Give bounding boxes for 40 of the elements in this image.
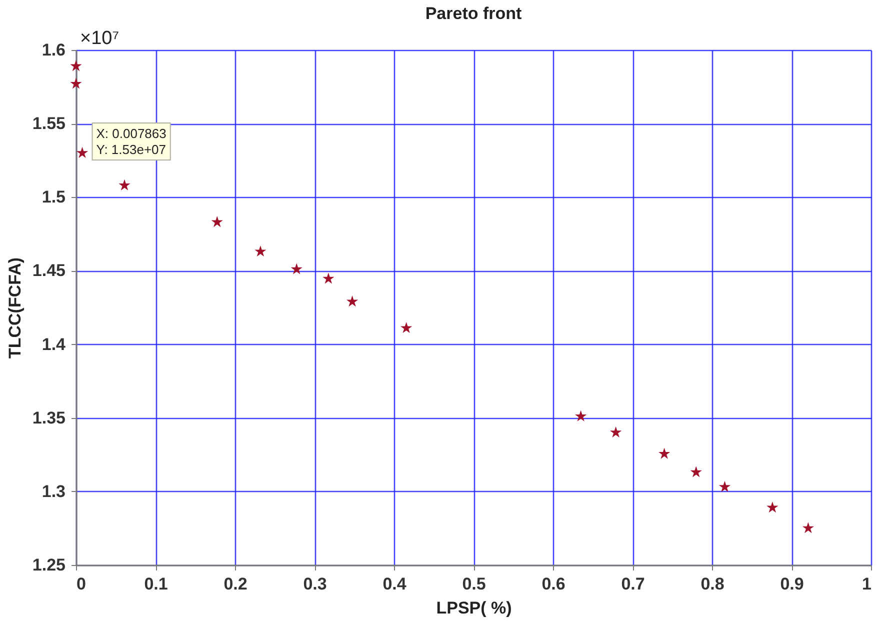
y-tick-label: 1.45 — [32, 261, 66, 280]
point — [400, 322, 412, 334]
point — [290, 263, 302, 274]
point — [802, 522, 814, 534]
y-tick-label: 1.25 — [32, 556, 66, 574]
point — [658, 448, 670, 459]
x-tick-label: 0.5 — [462, 574, 486, 594]
x-tick-label: 0.2 — [224, 574, 248, 594]
x-tick-label: 1 — [862, 574, 872, 594]
x-tick-label: 0.9 — [780, 574, 804, 594]
point — [322, 272, 334, 284]
text: ×10⁷ — [80, 28, 120, 49]
x-tick-label: 0.8 — [700, 574, 724, 594]
y-tick-label: 1.55 — [32, 114, 66, 134]
x-tick-label: 0.3 — [303, 574, 327, 594]
x-axis-title: LPSP( %) — [436, 598, 512, 618]
point — [766, 501, 778, 513]
point — [70, 78, 82, 89]
point — [346, 295, 358, 307]
y-tick-label: 1.3 — [42, 482, 66, 501]
point — [575, 410, 587, 422]
point — [610, 426, 622, 438]
x-tick-label: 0.4 — [382, 574, 407, 594]
y-tick-label: 1.4 — [42, 334, 66, 354]
point — [211, 216, 223, 228]
y-axis-title: TLCC(FCFA) — [5, 257, 24, 359]
chart-title: Pareto front — [425, 4, 522, 23]
x-tick-label: 0.7 — [621, 574, 645, 594]
x-tick-label: 0 — [76, 574, 86, 594]
point — [118, 179, 130, 190]
point — [690, 466, 702, 478]
y-tick-label: 1.5 — [42, 188, 66, 207]
y-tick-label: 1.35 — [32, 408, 66, 428]
point — [718, 480, 731, 492]
point — [76, 146, 88, 158]
x-tick-label: 0.6 — [542, 574, 566, 594]
point — [254, 245, 266, 257]
y-tick-label: 1.6 — [42, 40, 66, 60]
point — [70, 60, 82, 72]
x-tick-label: 0.1 — [144, 574, 168, 594]
